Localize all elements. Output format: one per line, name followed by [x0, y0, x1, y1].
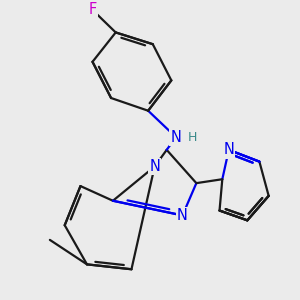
Text: F: F: [88, 2, 97, 17]
Text: N: N: [224, 142, 234, 158]
Text: H: H: [188, 130, 197, 144]
Text: N: N: [149, 159, 160, 174]
Text: N: N: [177, 208, 188, 223]
Text: N: N: [170, 130, 182, 145]
